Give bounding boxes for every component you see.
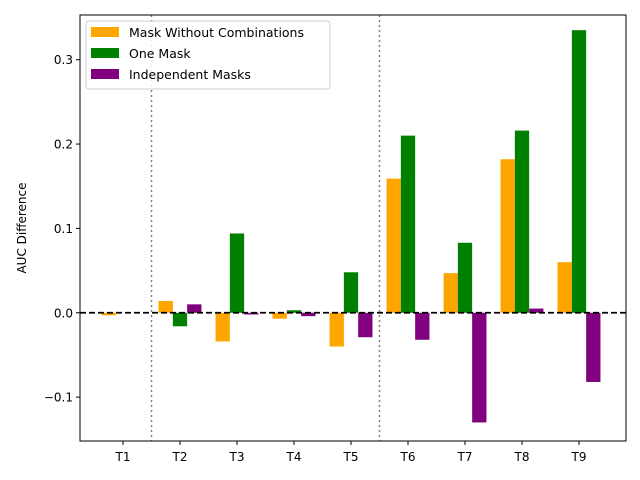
bar-t7-series-3 bbox=[472, 312, 487, 423]
bar-t4-series-2 bbox=[286, 310, 302, 313]
bar-t2-series-1 bbox=[158, 300, 173, 313]
x-tick-label: T1 bbox=[115, 450, 131, 464]
x-tick-label: T6 bbox=[400, 450, 416, 464]
x-tick-label: T5 bbox=[343, 450, 359, 464]
y-tick-label: 0.1 bbox=[54, 222, 73, 236]
x-tick-label: T4 bbox=[286, 450, 302, 464]
legend-label-3: Independent Masks bbox=[129, 67, 251, 82]
legend-label-1: Mask Without Combinations bbox=[129, 25, 304, 40]
legend-swatch-3 bbox=[91, 69, 119, 79]
legend-swatch-2 bbox=[91, 48, 119, 58]
bar-t6-series-2 bbox=[400, 135, 416, 313]
bar-t8-series-2 bbox=[514, 130, 530, 313]
bar-t9-series-3 bbox=[586, 312, 601, 382]
bar-t8-series-1 bbox=[500, 159, 515, 313]
bar-t7-series-1 bbox=[443, 273, 458, 313]
legend-box bbox=[85, 20, 331, 90]
x-tick-label: T3 bbox=[229, 450, 245, 464]
y-tick-label: 0.2 bbox=[54, 138, 73, 152]
y-axis-label: AUC Difference bbox=[15, 182, 29, 273]
bar-t7-series-2 bbox=[457, 242, 473, 313]
bar-t9-series-2 bbox=[571, 30, 587, 313]
x-tick-label: T9 bbox=[571, 450, 587, 464]
y-tick-label: 0.0 bbox=[54, 306, 73, 320]
bars bbox=[101, 30, 601, 423]
bar-t6-series-1 bbox=[386, 178, 401, 313]
bar-t4-series-1 bbox=[272, 312, 287, 319]
legend-label-2: One Mask bbox=[129, 46, 191, 61]
y-tick-label: −0.1 bbox=[44, 391, 73, 405]
bar-t1-series-1 bbox=[101, 312, 116, 316]
x-tick-label: T2 bbox=[172, 450, 188, 464]
bar-t8-series-3 bbox=[529, 308, 544, 313]
bar-t3-series-2 bbox=[229, 233, 245, 313]
x-tick-label: T7 bbox=[457, 450, 473, 464]
bar-t5-series-3 bbox=[358, 312, 373, 338]
x-tick-label: T8 bbox=[514, 450, 530, 464]
bar-t2-series-2 bbox=[172, 312, 188, 327]
legend-swatch-1 bbox=[91, 27, 119, 37]
x-axis-ticks: T1 T2 T3 T4 T5 T6 T7 T8 T9 bbox=[115, 441, 587, 464]
bar-t4-series-3 bbox=[301, 312, 316, 317]
bar-t2-series-3 bbox=[187, 304, 202, 313]
bar-t5-series-1 bbox=[329, 312, 344, 347]
bar-t5-series-2 bbox=[343, 272, 359, 313]
bar-t9-series-1 bbox=[557, 262, 572, 313]
y-axis-ticks: −0.1 0.0 0.1 0.2 0.3 bbox=[44, 53, 80, 405]
plot-frame bbox=[79, 14, 627, 442]
y-tick-label: 0.3 bbox=[54, 53, 73, 67]
legend: Mask Without Combinations One Mask Indepen… bbox=[85, 20, 331, 90]
bar-t6-series-3 bbox=[415, 312, 430, 340]
bar-t3-series-1 bbox=[215, 312, 230, 342]
